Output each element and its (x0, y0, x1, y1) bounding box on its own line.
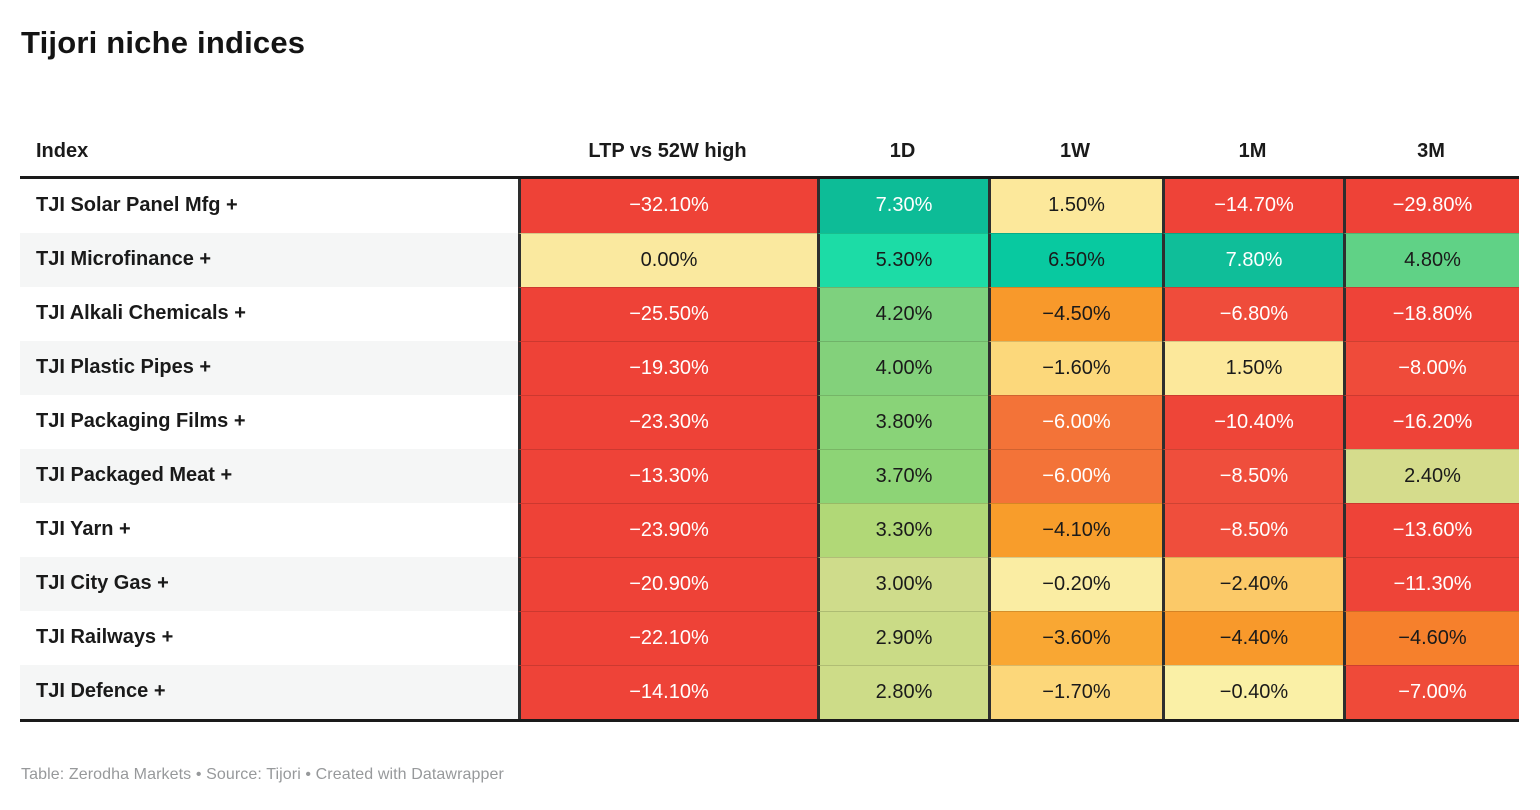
heatmap-value-cell: 6.50% (988, 232, 1162, 287)
table-row: TJI Plastic Pipes + −19.30% 4.00% −1.60% 1.5… (20, 340, 1519, 395)
heatmap-value-cell: −16.20% (1343, 394, 1519, 449)
index-label-cell: TJI City Gas + (20, 556, 518, 611)
table-row: TJI Microfinance +0.00% 5.30% 6.50% 7.80% 4.… (20, 232, 1519, 287)
heatmap-value-cell: 4.80% (1343, 232, 1519, 287)
index-label-cell: TJI Defence + (20, 664, 518, 719)
footer-separator: • (191, 765, 207, 783)
heatmap-value-cell: −25.50% (518, 286, 817, 341)
heatmap-value-cell: −6.00% (988, 394, 1162, 449)
column-header-1w: 1W (1060, 139, 1090, 162)
table-row: TJI Packaging Films + −23.30% 3.80% −6.00% −… (20, 394, 1519, 449)
heatmap-value-cell: 1.50% (988, 178, 1162, 233)
table-header-row: Index LTP vs 52W high 1D 1W 1M 3M (20, 110, 1519, 179)
heatmap-value-cell: 4.20% (817, 286, 988, 341)
heatmap-value-cell: −8.50% (1162, 448, 1343, 503)
heatmap-value-cell: 2.40% (1343, 448, 1519, 503)
column-header-3m: 3M (1417, 139, 1445, 162)
heatmap-value-cell: −29.80% (1343, 178, 1519, 233)
heatmap-value-cell: −1.70% (988, 664, 1162, 719)
heatmap-value-cell: −4.10% (988, 502, 1162, 557)
heatmap-value-cell: 7.80% (1162, 232, 1343, 287)
heatmap-value-cell: −4.40% (1162, 610, 1343, 665)
heatmap-value-cell: −18.80% (1343, 286, 1519, 341)
table-body: TJI Solar Panel Mfg + −32.10% 7.30% 1.50% −1… (20, 178, 1519, 722)
heatmap-value-cell: −10.40% (1162, 394, 1343, 449)
heatmap-value-cell: −7.00% (1343, 664, 1519, 719)
heatmap-value-cell: −0.40% (1162, 664, 1343, 719)
heatmap-value-cell: −6.80% (1162, 286, 1343, 341)
index-label-cell: TJI Yarn + (20, 502, 518, 557)
heatmap-value-cell: 3.00% (817, 556, 988, 611)
heatmap-value-cell: −22.10% (518, 610, 817, 665)
heatmap-value-cell: 4.00% (817, 340, 988, 395)
heatmap-value-cell: −13.60% (1343, 502, 1519, 557)
heatmap-value-cell: 3.80% (817, 394, 988, 449)
footer-table-link[interactable]: Zerodha Markets (68, 765, 192, 783)
table-row: TJI Yarn + −23.90% 3.30% −4.10% −8.50% −13.60… (20, 502, 1519, 557)
heatmap-value-cell: −23.30% (518, 394, 817, 449)
table-row: TJI Packaged Meat + −13.30% 3.70% −6.00% −8.… (20, 448, 1519, 503)
footer-credit-link[interactable]: Created with Datawrapper (315, 765, 504, 783)
column-header-1m: 1M (1238, 139, 1267, 162)
heatmap-value-cell: −8.50% (1162, 502, 1343, 557)
index-label-cell: TJI Plastic Pipes + (20, 340, 518, 395)
heatmap-value-cell: −8.00% (1343, 340, 1519, 395)
index-label-cell: TJI Railways + (20, 610, 518, 665)
heatmap-value-cell: −20.90% (518, 556, 817, 611)
heatmap-value-cell: 5.30% (817, 232, 988, 287)
index-label-cell: TJI Packaged Meat + (20, 448, 518, 503)
column-header-1d: 1D (889, 139, 916, 162)
datawrapper-table-page: Tijori niche indices Index LTP vs 52W hig… (0, 25, 1540, 810)
heatmap-value-cell: −1.60% (988, 340, 1162, 395)
heatmap-value-cell: −13.30% (518, 448, 817, 503)
heatmap-value-cell: −14.10% (518, 664, 817, 719)
heatmap-value-cell: −11.30% (1343, 556, 1519, 611)
heatmap-value-cell: 0.00% (518, 232, 817, 287)
column-header-index: Index (36, 139, 89, 162)
heatmap-value-cell: −4.50% (988, 286, 1162, 341)
heatmap-value-cell: 2.90% (817, 610, 988, 665)
heatmap-value-cell: −3.60% (988, 610, 1162, 665)
table-row: TJI Railways + −22.10% 2.90% −3.60% −4.40% −4… (20, 610, 1519, 665)
heatmap-value-cell: −6.00% (988, 448, 1162, 503)
heatmap-value-cell: 7.30% (817, 178, 988, 233)
table-footer: Table: Zerodha Markets • Source: Tijori … (21, 766, 1540, 784)
heatmap-value-cell: −4.60% (1343, 610, 1519, 665)
footer-source-link[interactable]: Tijori (266, 765, 301, 783)
footer-separator: • (300, 765, 316, 783)
heatmap-value-cell: −32.10% (518, 178, 817, 233)
heatmap-value-cell: 2.80% (817, 664, 988, 719)
table-row: TJI Solar Panel Mfg + −32.10% 7.30% 1.50% −1… (20, 178, 1519, 233)
heatmap-value-cell: −0.20% (988, 556, 1162, 611)
heatmap-value-cell: −14.70% (1162, 178, 1343, 233)
index-label-cell: TJI Microfinance + (20, 232, 518, 287)
index-label-cell: TJI Solar Panel Mfg + (20, 178, 518, 233)
table-row: TJI Alkali Chemicals + −25.50% 4.20% −4.50%… (20, 286, 1519, 341)
heatmap-value-cell: 3.70% (817, 448, 988, 503)
footer-source-label: Source: (206, 765, 267, 783)
heatmap-value-cell: −19.30% (518, 340, 817, 395)
heatmap-value-cell: 1.50% (1162, 340, 1343, 395)
page-title: Tijori niche indices (21, 25, 306, 60)
index-label-cell: TJI Alkali Chemicals + (20, 286, 518, 341)
indices-table: Index LTP vs 52W high 1D 1W 1M 3M TJI Solar P… (20, 110, 1519, 722)
table-row: TJI City Gas + −20.90% 3.00% −0.20% −2.40% −1… (20, 556, 1519, 611)
heatmap-value-cell: 3.30% (817, 502, 988, 557)
footer-table-label: Table: (21, 765, 69, 783)
table-row: TJI Defence + −14.10% 2.80% −1.70% −0.40% −7.… (20, 664, 1519, 719)
column-header-ltp-vs-52w-high: LTP vs 52W high (588, 139, 747, 162)
heatmap-value-cell: −2.40% (1162, 556, 1343, 611)
index-label-cell: TJI Packaging Films + (20, 394, 518, 449)
heatmap-value-cell: −23.90% (518, 502, 817, 557)
